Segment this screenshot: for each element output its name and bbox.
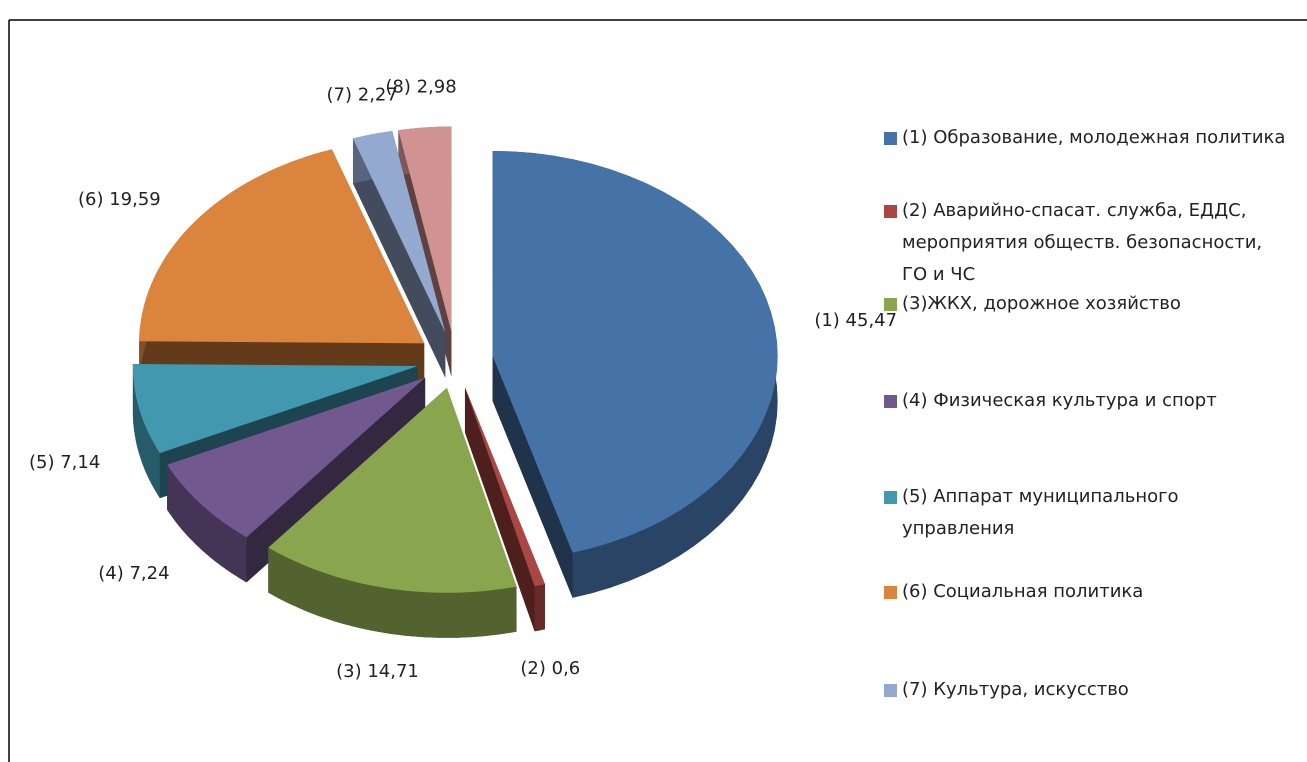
slice-side xyxy=(464,387,535,632)
data-label: (3) 14,71 xyxy=(336,661,419,682)
slice xyxy=(139,149,425,344)
slice xyxy=(132,364,418,454)
legend-swatch xyxy=(884,586,897,599)
slice xyxy=(464,387,545,587)
legend-swatch xyxy=(884,132,897,145)
data-label: (4) 7,24 xyxy=(98,563,169,584)
legend-item: (3)ЖКХ, дорожное хозяйство xyxy=(882,288,1292,320)
data-label: (2) 0,6 xyxy=(520,658,580,679)
data-label: (7) 2,27 xyxy=(327,85,398,106)
slice xyxy=(492,151,778,553)
legend-item: (1) Образование, молодежная политика xyxy=(882,122,1292,154)
legend-label: (1) Образование, молодежная политика xyxy=(902,127,1286,148)
slice-side xyxy=(352,138,446,378)
slice-side xyxy=(132,364,160,499)
slice-side xyxy=(268,547,517,638)
data-label: (8) 2,98 xyxy=(385,77,456,98)
legend-label: (6) Социальная политика xyxy=(902,581,1144,602)
slice xyxy=(353,131,446,333)
legend-item: (7) Культура, искусство xyxy=(882,674,1292,706)
legend-label: (4) Физическая культура и спорт xyxy=(902,390,1217,411)
legend-label: (7) Культура, искусство xyxy=(902,679,1129,700)
legend-item: (4) Физическая культура и спорт xyxy=(882,385,1292,417)
data-label: (6) 19,59 xyxy=(78,189,161,210)
slice xyxy=(398,126,452,332)
data-label: (5) 7,14 xyxy=(29,452,100,473)
data-label: (1) 45,47 xyxy=(814,310,897,331)
slice xyxy=(268,387,517,593)
slice xyxy=(167,377,426,538)
slice-side xyxy=(492,355,573,598)
slice-side xyxy=(167,464,247,583)
legend-label: (5) Аппарат муниципального управления xyxy=(902,486,1179,539)
legend-item: (2) Аварийно-спасат. служба, ЕДДС, мероп… xyxy=(882,195,1292,291)
legend-swatch xyxy=(884,491,897,504)
legend-swatch xyxy=(884,395,897,408)
legend-swatch xyxy=(884,684,897,697)
legend-swatch xyxy=(884,205,897,218)
legend-swatch xyxy=(884,298,897,311)
slice-side xyxy=(534,584,545,632)
legend-item: (6) Социальная политика xyxy=(882,576,1292,608)
legend-label: (3)ЖКХ, дорожное хозяйство xyxy=(902,293,1181,314)
legend-label: (2) Аварийно-спасат. служба, ЕДДС, мероп… xyxy=(902,200,1263,285)
legend-item: (5) Аппарат муниципального управления xyxy=(882,481,1292,545)
